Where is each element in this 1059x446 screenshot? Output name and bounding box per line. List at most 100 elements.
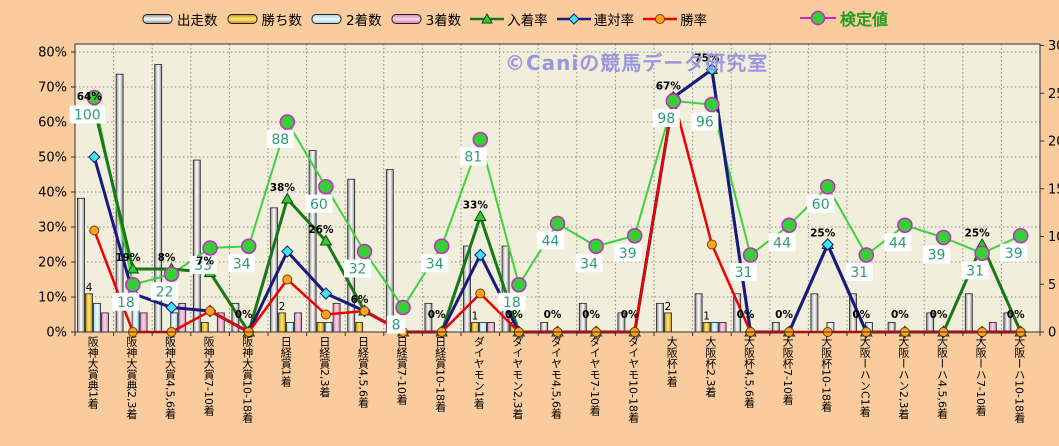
svg-text:0%: 0%: [235, 309, 253, 321]
labels-wins: 4 2 1 2 1: [86, 282, 710, 323]
svg-text:39: 39: [1005, 246, 1023, 262]
x-axis-label: ダイヤモ4,5,6着: [549, 336, 563, 419]
svg-text:20: 20: [1048, 135, 1059, 150]
svg-text:0%: 0%: [621, 309, 639, 321]
x-axis-label: 阪神大賞4,5,6着: [163, 336, 177, 419]
gridlines: [75, 44, 1040, 332]
svg-text:0%: 0%: [852, 309, 870, 321]
x-axis-label: 大阪杯2,3着: [703, 336, 717, 398]
svg-text:19%: 19%: [115, 252, 141, 264]
svg-text:2: 2: [279, 301, 286, 313]
svg-text:67%: 67%: [656, 81, 682, 93]
legend-item: 勝ち数: [227, 9, 303, 29]
x-axis-label: ダイヤモ7-10着: [588, 336, 602, 416]
x-axis-label: ダイヤモ10-18着: [626, 336, 640, 423]
svg-text:31: 31: [850, 265, 868, 281]
svg-text:0%: 0%: [46, 326, 67, 341]
legend-item: 3着数: [391, 9, 462, 29]
svg-text:30: 30: [1048, 39, 1059, 54]
x-axis-label: 大阪ーハ4,5,6着: [935, 336, 949, 419]
svg-text:44: 44: [889, 235, 907, 251]
x-axis-label: 大阪ーハ10-18着: [1012, 336, 1026, 423]
legend-label: 勝率: [680, 13, 708, 29]
svg-text:98: 98: [657, 111, 675, 127]
svg-text:5: 5: [1048, 278, 1056, 293]
svg-text:15: 15: [1048, 182, 1059, 197]
legend: 出走数 勝ち数 2着数 3着数 入着率 連対率 勝率: [142, 8, 707, 30]
svg-text:0%: 0%: [737, 309, 755, 321]
svg-text:26%: 26%: [308, 224, 334, 236]
svg-text:2: 2: [665, 301, 672, 313]
markers-kentei: [86, 89, 1029, 316]
svg-text:70%: 70%: [38, 81, 67, 96]
svg-text:33: 33: [194, 258, 212, 274]
svg-text:34: 34: [426, 256, 444, 272]
svg-text:25%: 25%: [965, 228, 991, 240]
x-axis-label: 日経賞4,5,6着: [356, 336, 370, 408]
svg-text:0%: 0%: [505, 309, 523, 321]
svg-text:44: 44: [773, 235, 791, 251]
x-axis-label: 阪神大賞典1着: [86, 336, 100, 409]
legend-item: 連対率: [556, 9, 635, 29]
svg-text:60: 60: [310, 197, 328, 213]
svg-text:10%: 10%: [38, 291, 67, 306]
x-axis-label: 日経賞1着: [279, 336, 293, 387]
svg-text:0%: 0%: [582, 309, 600, 321]
svg-text:8%: 8%: [158, 252, 176, 264]
x-axis-label: 阪神大賞典2,3着: [124, 336, 138, 420]
labels-place-rate: 64% 19% 8% 7% 0% 38% 26% 6% 0% 33% 0% 0% 0% 0% 67% 75% 0…: [77, 53, 1025, 322]
svg-text:50%: 50%: [38, 151, 67, 166]
svg-text:30%: 30%: [38, 221, 67, 236]
svg-text:0%: 0%: [775, 309, 793, 321]
legend-label: 勝ち数: [261, 13, 303, 29]
svg-text:34: 34: [580, 256, 598, 272]
x-axis-label: 阪神大賞7-10着: [202, 336, 216, 416]
svg-text:88: 88: [271, 132, 289, 148]
svg-text:0%: 0%: [1007, 309, 1025, 321]
svg-text:32: 32: [349, 262, 367, 278]
svg-text:10: 10: [1048, 230, 1059, 245]
x-axis-label: 大阪ーハ7-10着: [974, 336, 988, 416]
svg-text:64%: 64%: [77, 91, 103, 103]
x-axis-label: 大阪杯4,5,6着: [742, 336, 756, 408]
svg-text:60: 60: [812, 197, 830, 213]
x-axis-label: ダイヤモン1着: [472, 336, 486, 409]
svg-text:25: 25: [1048, 87, 1059, 102]
svg-text:96: 96: [696, 115, 714, 131]
svg-text:0%: 0%: [930, 309, 948, 321]
bar-series-4: [101, 302, 997, 333]
svg-text:100: 100: [74, 108, 101, 124]
left-axis-labels: 0% 10% 20% 30% 40% 50% 60% 70% 80%: [38, 46, 67, 341]
x-axis-label: 日経賞7-10着: [395, 336, 409, 405]
svg-text:8: 8: [392, 318, 401, 334]
svg-text:0: 0: [1048, 326, 1056, 341]
svg-text:22: 22: [156, 284, 174, 300]
legend-kentei: 検定値: [800, 6, 888, 30]
svg-text:1: 1: [472, 310, 479, 322]
svg-text:33%: 33%: [463, 200, 489, 212]
plot-background: [75, 44, 1040, 332]
svg-text:39: 39: [928, 248, 946, 264]
legend-label: 出走数: [177, 13, 218, 29]
svg-text:81: 81: [464, 150, 482, 166]
svg-text:18: 18: [117, 295, 135, 311]
x-axis-label: 日経賞2,3着: [317, 336, 331, 398]
svg-text:31: 31: [966, 263, 984, 279]
legend-label: 連対率: [593, 13, 635, 29]
axis-ticks: [71, 45, 1044, 336]
svg-text:34: 34: [233, 256, 251, 272]
svg-text:39: 39: [619, 246, 637, 262]
x-axis-label: 大阪ーハン2,3着: [896, 336, 910, 420]
svg-text:60%: 60%: [38, 116, 67, 131]
legend-label: 3着数: [425, 13, 462, 29]
x-axis-label: 日経賞10-18着: [433, 336, 447, 412]
svg-text:20%: 20%: [38, 256, 67, 271]
x-axis-label: ダイヤモン2,3着: [510, 336, 524, 420]
svg-text:1: 1: [703, 310, 710, 322]
legend-label: 2着数: [346, 13, 382, 29]
right-axis-labels: 0 5 10 15 20 25 30: [1048, 39, 1059, 341]
legend-label: 検定値: [840, 10, 889, 29]
